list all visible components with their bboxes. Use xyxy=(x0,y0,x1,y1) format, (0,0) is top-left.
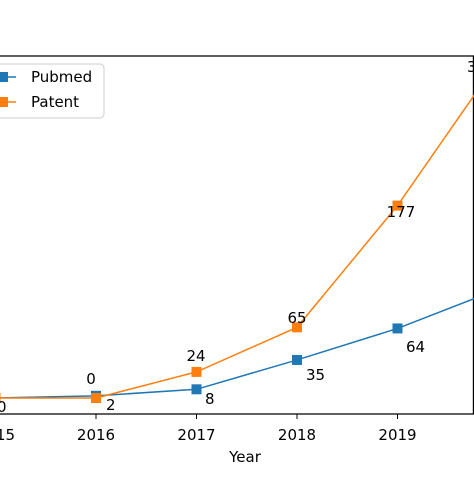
data-point-pubmed xyxy=(392,323,403,334)
data-label-patent: 0 xyxy=(86,370,96,388)
legend-box xyxy=(0,63,105,119)
legend-label-patent: Patent xyxy=(31,93,79,111)
data-point-patent xyxy=(392,200,403,211)
data-point-pubmed xyxy=(292,354,302,365)
legend: Pubmed Patent xyxy=(0,63,105,119)
data-point-patent xyxy=(191,366,202,377)
series-line-patent xyxy=(0,94,474,399)
data-point-patent xyxy=(0,393,1,403)
data-label-pubmed: 64 xyxy=(406,338,425,356)
x-tick-label: 2019 xyxy=(378,426,416,444)
axes: 15 2016 2017 2018 2019 Year xyxy=(0,55,474,466)
data-point-patent xyxy=(292,322,302,333)
data-point-pubmed xyxy=(191,384,202,395)
data-label-patent: 24 xyxy=(186,347,205,365)
series-markers xyxy=(0,200,403,403)
x-tick-label: 2018 xyxy=(278,426,316,444)
data-label-pubmed: 35 xyxy=(306,366,325,384)
legend-label-pubmed: Pubmed xyxy=(31,68,92,86)
data-label-patent: 177 xyxy=(387,203,416,221)
x-tick-label: 2017 xyxy=(177,426,215,444)
series-line-pubmed xyxy=(0,297,474,399)
data-label-pubmed: 8 xyxy=(205,390,215,408)
legend-swatch-marker xyxy=(0,72,8,82)
data-label-patent: 3 xyxy=(467,58,474,76)
x-tick-label: 15 xyxy=(0,426,15,444)
x-axis-label: Year xyxy=(228,448,262,466)
data-label-pubmed: 2 xyxy=(106,396,116,414)
legend-swatch-marker xyxy=(0,97,8,107)
x-tick-label: 2016 xyxy=(77,426,115,444)
series-lines xyxy=(0,94,474,399)
data-point-patent xyxy=(91,393,101,403)
data-label-pubmed: 0 xyxy=(0,398,7,416)
data-label-patent: 65 xyxy=(287,309,306,327)
